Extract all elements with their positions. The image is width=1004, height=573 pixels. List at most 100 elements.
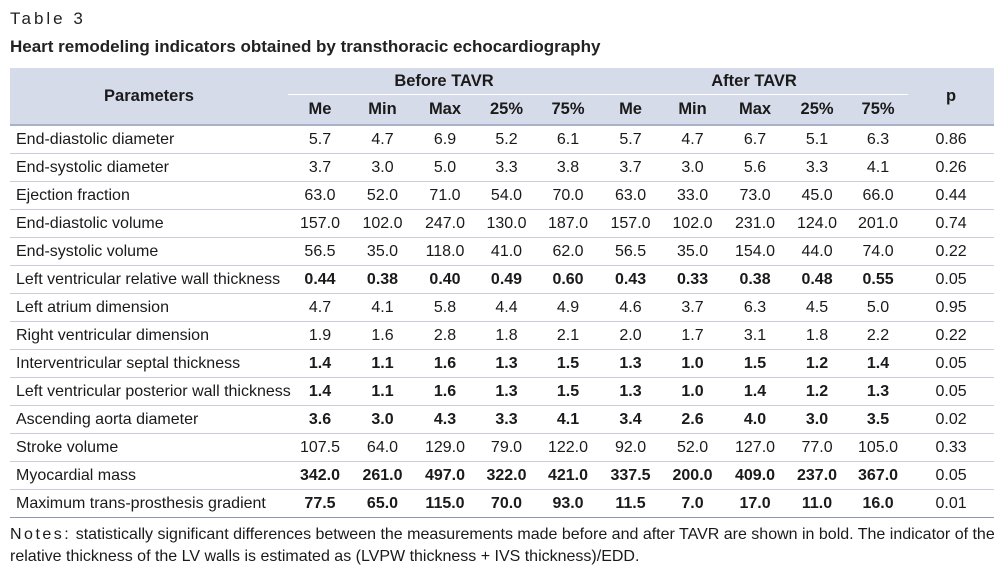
value-cell: 122.0 (536, 433, 601, 462)
p-value-cell: 0.44 (908, 181, 995, 210)
value-cell: 11.0 (786, 489, 849, 518)
value-cell: 497.0 (413, 461, 477, 490)
parameter-name: Left atrium dimension (10, 293, 288, 322)
sub-header-25: 25% (800, 100, 834, 118)
value-cell: 70.0 (536, 181, 601, 210)
value-cell: 4.6 (600, 293, 662, 322)
value-cell: 3.7 (661, 293, 725, 322)
value-cell: 115.0 (413, 489, 477, 518)
p-value-cell: 0.74 (908, 209, 995, 238)
value-cell: 3.3 (477, 405, 536, 434)
value-cell: 3.7 (600, 153, 662, 182)
value-cell: 5.2 (477, 124, 536, 154)
value-cell: 200.0 (661, 461, 725, 490)
table-row: Left ventricular posterior wall thicknes… (10, 377, 995, 406)
value-cell: 342.0 (288, 461, 352, 490)
notes-text: statistically significant differences be… (10, 526, 995, 565)
p-value-cell: 0.05 (908, 377, 995, 406)
value-cell: 0.49 (477, 265, 536, 294)
value-cell: 41.0 (477, 237, 536, 266)
before-tavr-header: Before TAVR (288, 68, 601, 95)
value-cell: 4.3 (413, 405, 477, 434)
value-cell: 6.3 (724, 293, 787, 322)
table-label: Table 3 (10, 9, 86, 28)
sub-header-max: Max (428, 100, 462, 118)
parameter-name: End-diastolic volume (10, 209, 288, 238)
value-cell: 5.8 (413, 293, 477, 322)
value-cell: 35.0 (661, 237, 725, 266)
value-cell: 1.7 (661, 321, 725, 350)
value-cell: 1.3 (477, 349, 536, 378)
table-notes: Notes: statistically significant differe… (10, 524, 996, 568)
parameter-name: Right ventricular dimension (10, 321, 288, 350)
value-cell: 3.0 (352, 153, 413, 182)
value-cell: 64.0 (352, 433, 413, 462)
parameter-name: Left ventricular relative wall thickness (10, 265, 288, 294)
value-cell: 1.6 (413, 377, 477, 406)
table-row: End-systolic diameter 3.7 3.0 5.0 3.3 3.8 3.7 3… (10, 153, 995, 182)
value-cell: 7.0 (661, 489, 725, 518)
sub-header-75: 75% (861, 100, 895, 118)
value-cell: 1.2 (786, 377, 849, 406)
value-cell: 157.0 (600, 209, 662, 238)
table-row: Left atrium dimension 4.7 4.1 5.8 4.4 4.9 4.6 3… (10, 293, 995, 322)
p-value-cell: 0.05 (908, 265, 995, 294)
table-row: Myocardial mass 342.0 261.0 497.0 322.0 421.0… (10, 461, 995, 490)
value-cell: 1.6 (413, 349, 477, 378)
value-cell: 1.8 (786, 321, 849, 350)
value-cell: 56.5 (600, 237, 662, 266)
value-cell: 1.3 (477, 377, 536, 406)
value-cell: 35.0 (352, 237, 413, 266)
value-cell: 157.0 (288, 209, 352, 238)
value-cell: 6.7 (724, 124, 787, 154)
value-cell: 421.0 (536, 461, 601, 490)
value-cell: 1.1 (352, 349, 413, 378)
value-cell: 0.33 (661, 265, 725, 294)
sub-header-min: Min (368, 100, 397, 118)
value-cell: 130.0 (477, 209, 536, 238)
parameter-name: Left ventricular posterior wall thicknes… (10, 377, 291, 406)
value-cell: 187.0 (536, 209, 601, 238)
value-cell: 1.3 (600, 377, 662, 406)
sub-header-me: Me (619, 100, 642, 118)
value-cell: 0.55 (848, 265, 909, 294)
p-value-cell: 0.22 (908, 321, 995, 350)
value-cell: 1.5 (536, 377, 601, 406)
value-cell: 11.5 (600, 489, 662, 518)
value-cell: 5.7 (288, 124, 352, 154)
value-cell: 3.3 (786, 153, 849, 182)
p-value-header: p (946, 86, 957, 105)
p-value-cell: 0.26 (908, 153, 995, 182)
value-cell: 1.6 (352, 321, 413, 350)
group-header-row: Parameters Before TAVR After TAVR p (10, 68, 995, 105)
value-cell: 3.0 (786, 405, 849, 434)
value-cell: 2.8 (413, 321, 477, 350)
value-cell: 33.0 (661, 181, 725, 210)
value-cell: 71.0 (413, 181, 477, 210)
value-cell: 3.6 (288, 405, 352, 434)
value-cell: 0.38 (352, 265, 413, 294)
value-cell: 93.0 (536, 489, 601, 518)
value-cell: 70.0 (477, 489, 536, 518)
value-cell: 127.0 (724, 433, 787, 462)
value-cell: 4.7 (661, 124, 725, 154)
value-cell: 337.5 (600, 461, 662, 490)
value-cell: 237.0 (786, 461, 849, 490)
after-tavr-header: After TAVR (600, 68, 909, 95)
value-cell: 409.0 (724, 461, 787, 490)
value-cell: 4.4 (477, 293, 536, 322)
p-value-cell: 0.86 (908, 124, 995, 154)
parameter-name: Ejection fraction (10, 181, 288, 210)
value-cell: 3.7 (288, 153, 352, 182)
value-cell: 1.4 (724, 377, 787, 406)
value-cell: 3.0 (661, 153, 725, 182)
value-cell: 1.3 (848, 377, 909, 406)
value-cell: 5.0 (413, 153, 477, 182)
table-row: End-systolic volume 56.5 35.0 118.0 41.0 62.0… (10, 237, 995, 266)
value-cell: 4.7 (352, 124, 413, 154)
value-cell: 6.9 (413, 124, 477, 154)
value-cell: 247.0 (413, 209, 477, 238)
value-cell: 102.0 (352, 209, 413, 238)
parameters-header: Parameters (104, 86, 194, 105)
value-cell: 367.0 (848, 461, 909, 490)
